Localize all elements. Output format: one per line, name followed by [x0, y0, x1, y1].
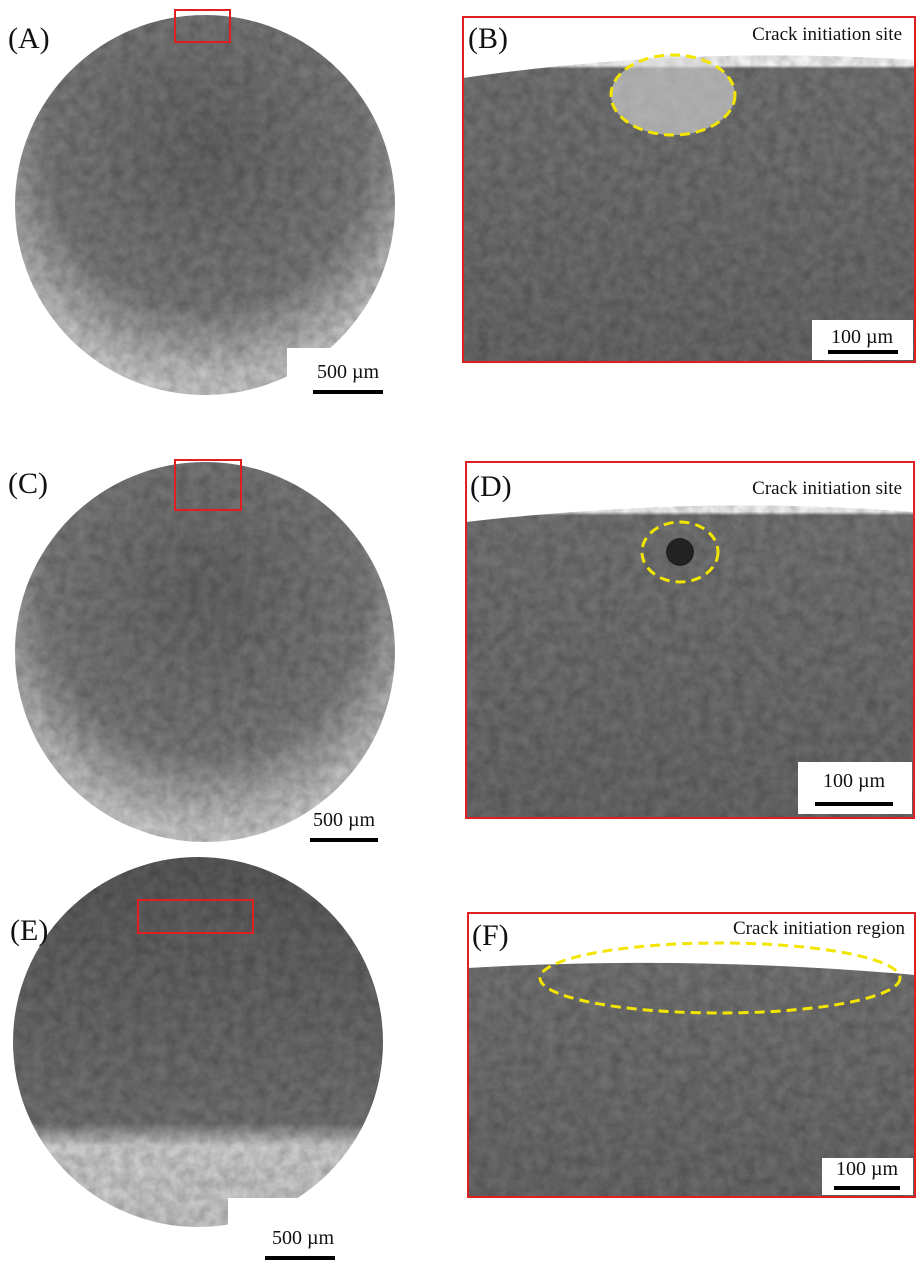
panel-d: (D) Crack initiation site 100 µm — [466, 462, 914, 818]
scale-bar-label: 100 µm — [831, 326, 894, 348]
scale-bar-label: 100 µm — [836, 1158, 899, 1180]
scale-bar-label: 500 µm — [317, 361, 380, 383]
scale-bar-label: 100 µm — [823, 770, 886, 792]
caption: Crack initiation region — [733, 918, 906, 939]
panel-label: (B) — [468, 22, 508, 55]
panel-label: (D) — [470, 470, 512, 503]
panel-c: (C) 500 µm — [8, 460, 395, 842]
panel-a: (A) 500 µm — [8, 10, 395, 400]
panel-label: (E) — [10, 914, 48, 947]
caption: Crack initiation site — [752, 24, 902, 45]
caption: Crack initiation site — [752, 478, 902, 499]
scale-bar-label: 500 µm — [313, 809, 376, 831]
panel-label: (A) — [8, 22, 50, 55]
panel-label: (C) — [8, 467, 48, 500]
panel-label: (F) — [472, 919, 509, 952]
panel-b: (B) Crack initiation site 100 µm — [463, 17, 915, 362]
figure: (A) 500 µm (B) Crack initiation site 100… — [0, 0, 919, 1274]
panel-f: (F) Crack initiation region 100 µm — [468, 913, 915, 1197]
scale-bar-label: 500 µm — [272, 1227, 335, 1249]
panel-e: (E) 500 µm — [10, 857, 383, 1260]
